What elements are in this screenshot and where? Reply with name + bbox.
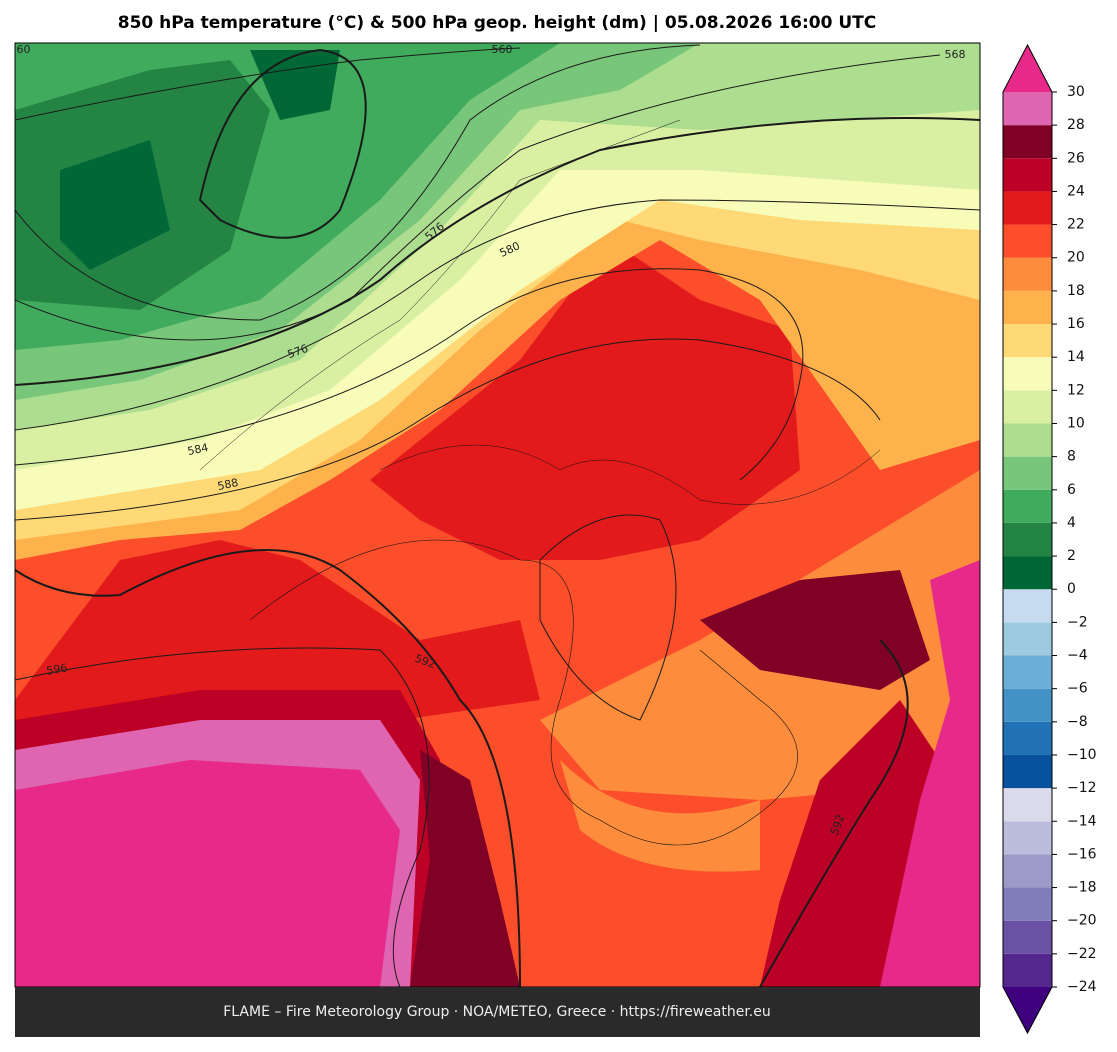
contour-line: [15, 199, 980, 431]
colorbar-tick-label: 28: [1067, 117, 1085, 133]
contour-label: 596: [45, 661, 68, 677]
colorbar-tick-label: 24: [1067, 183, 1085, 199]
colorbar-tick-label: 26: [1067, 150, 1085, 166]
colorbar-tick-label: 18: [1067, 283, 1085, 299]
contour-label: 560: [10, 43, 31, 56]
colorbar-tick-label: −20: [1067, 913, 1097, 929]
contour-line: [15, 338, 881, 521]
contour-label: 560: [492, 43, 513, 56]
colorbar-tick-label: −24: [1067, 979, 1097, 995]
colorbar-tick-label: 4: [1067, 515, 1076, 531]
temperature-field: [60, 140, 170, 270]
colorbar-band: [1003, 589, 1052, 623]
temperature-field: [880, 560, 980, 987]
colorbar-tick-label: −10: [1067, 747, 1097, 763]
temperature-field: [370, 240, 800, 560]
contour-line: [15, 549, 521, 987]
colorbar-band: [1003, 688, 1052, 722]
colorbar-tick-label: 0: [1067, 581, 1076, 597]
map-title: 850 hPa temperature (°C) & 500 hPa geop.…: [118, 13, 877, 33]
temperature-field: [760, 700, 940, 987]
colorbar-tick-label: 14: [1067, 349, 1085, 365]
colorbar-tick-label: 12: [1067, 382, 1085, 398]
colorbar-tick-label: 30: [1067, 84, 1085, 100]
colorbar-band: [1003, 953, 1052, 987]
colorbar-band: [1003, 224, 1052, 258]
colorbar-band: [1003, 290, 1052, 325]
colorbar-band: [1003, 257, 1052, 291]
colorbar-tick-label: 10: [1067, 415, 1085, 431]
colorbar-band: [1003, 556, 1052, 590]
colorbar-tick-label: 16: [1067, 316, 1085, 332]
colorbar-band: [1003, 788, 1052, 822]
colorbar-band: [1003, 324, 1052, 358]
colorbar-tick-label: 6: [1067, 482, 1076, 498]
contour-label: 568: [945, 48, 966, 61]
coastline: [249, 539, 798, 846]
colorbar-tick-label: 2: [1067, 548, 1076, 564]
colorbar-band: [1003, 721, 1052, 755]
footer-text: FLAME – Fire Meteorology Group · NOA/MET…: [223, 1004, 771, 1020]
contour-line: [15, 117, 980, 386]
colorbar-tick-label: −8: [1067, 714, 1088, 730]
colorbar-tick-label: −22: [1067, 946, 1097, 962]
contour-line: [539, 514, 677, 721]
border: [379, 444, 881, 505]
colorbar-over: [1003, 45, 1052, 92]
contour-line: [15, 647, 430, 987]
colorbar-tick-label: −14: [1067, 813, 1097, 829]
contour-label: 588: [216, 476, 239, 493]
colorbar-band: [1003, 754, 1052, 789]
map: 560 560 568 576 580 576 584 588 596 592 …: [10, 43, 980, 987]
temperature-field: [560, 760, 760, 872]
contour-line: [15, 54, 941, 341]
colorbar-band: [1003, 622, 1052, 656]
colorbar-tick-label: 8: [1067, 449, 1076, 465]
colorbar-band: [1003, 125, 1052, 159]
footer-bar: [15, 987, 980, 1037]
temperature-field: [700, 570, 930, 690]
colorbar-band: [1003, 456, 1052, 490]
colorbar-tick-label: −2: [1067, 614, 1088, 630]
colorbar-tick-label: −12: [1067, 780, 1097, 796]
contour-line: [15, 47, 521, 121]
colorbar-band: [1003, 423, 1052, 457]
colorbar: −24−22−20−18−16−14−12−10−8−6−4−202468101…: [1002, 43, 1097, 1035]
colorbar-band: [1003, 887, 1052, 921]
contour-line: [198, 48, 367, 239]
colorbar-band: [1003, 357, 1052, 391]
colorbar-band: [1003, 92, 1052, 126]
colorbar-band: [1003, 390, 1052, 424]
colorbar-tick-label: −6: [1067, 681, 1088, 697]
colorbar-band: [1003, 920, 1052, 954]
temperature-field: [15, 760, 400, 987]
colorbar-band: [1003, 854, 1052, 888]
contour-line: [15, 268, 804, 481]
colorbar-band: [1003, 489, 1052, 523]
colorbar-tick-label: −4: [1067, 648, 1088, 664]
colorbar-tick-label: 22: [1067, 217, 1085, 233]
colorbar-band: [1003, 821, 1052, 855]
colorbar-tick-label: −16: [1067, 846, 1097, 862]
colorbar-tick-label: 20: [1067, 250, 1085, 266]
colorbar-band: [1003, 158, 1052, 192]
temperature-field: [15, 540, 540, 730]
contour-line: [15, 44, 701, 321]
colorbar-band: [1003, 191, 1052, 225]
contour-label: 584: [186, 441, 209, 458]
colorbar-band: [1003, 522, 1052, 557]
contour-line: [759, 639, 909, 987]
colorbar-tick-label: −18: [1067, 880, 1097, 896]
colorbar-band: [1003, 655, 1052, 689]
temperature-field: [410, 750, 520, 987]
colorbar-under: [1003, 987, 1052, 1033]
